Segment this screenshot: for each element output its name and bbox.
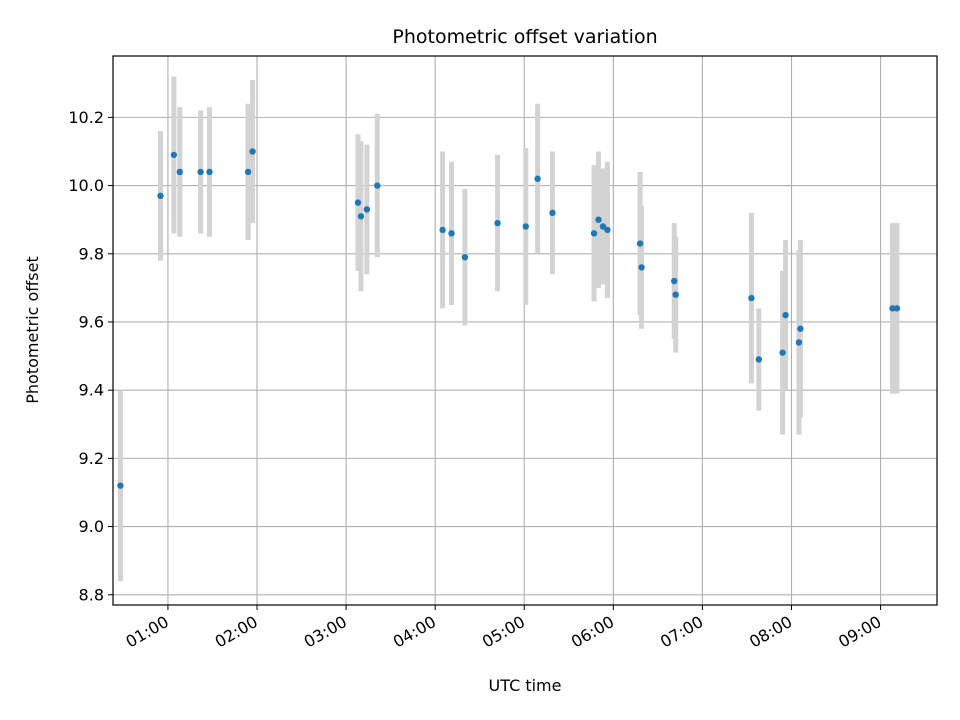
data-point bbox=[494, 219, 501, 227]
data-points bbox=[117, 148, 901, 489]
data-point bbox=[889, 305, 896, 312]
data-point bbox=[636, 240, 644, 247]
data-point bbox=[374, 182, 381, 189]
y-axis-title: Photometric offset bbox=[23, 256, 42, 404]
data-point bbox=[549, 209, 556, 217]
data-point bbox=[748, 294, 755, 302]
data-point bbox=[176, 168, 184, 176]
data-point bbox=[590, 230, 598, 237]
data-point bbox=[797, 325, 804, 332]
data-point bbox=[779, 349, 786, 356]
data-point bbox=[354, 199, 362, 206]
y-tick-label: 8.8 bbox=[79, 585, 104, 604]
data-point bbox=[595, 216, 602, 223]
data-point bbox=[206, 168, 213, 176]
data-point bbox=[170, 151, 178, 159]
data-point bbox=[448, 230, 455, 237]
data-point bbox=[363, 206, 371, 213]
data-point bbox=[197, 168, 204, 176]
data-point bbox=[671, 277, 678, 285]
data-point bbox=[244, 168, 252, 176]
data-point bbox=[599, 223, 607, 230]
data-point bbox=[893, 305, 901, 312]
data-point bbox=[638, 264, 645, 271]
y-tick-label: 9.0 bbox=[79, 517, 104, 536]
data-point bbox=[672, 291, 679, 298]
data-point bbox=[534, 175, 541, 182]
y-tick-label: 10.2 bbox=[68, 108, 104, 127]
data-point bbox=[755, 356, 763, 363]
data-point bbox=[522, 223, 529, 230]
y-tick-label: 10.0 bbox=[68, 176, 104, 195]
data-point bbox=[249, 148, 256, 155]
y-tick-label: 9.4 bbox=[79, 381, 104, 400]
data-point bbox=[439, 226, 446, 234]
data-point bbox=[357, 213, 365, 220]
plot-frame bbox=[112, 55, 938, 606]
chart-title: Photometric offset variation bbox=[392, 26, 657, 48]
data-point bbox=[157, 192, 164, 200]
y-tick-label: 9.2 bbox=[79, 449, 104, 468]
y-tick-label: 9.6 bbox=[79, 312, 104, 331]
data-point bbox=[782, 311, 789, 319]
data-point bbox=[604, 226, 611, 234]
data-point bbox=[117, 482, 124, 489]
data-point bbox=[461, 253, 469, 261]
x-axis-title: UTC time bbox=[489, 676, 562, 695]
data-point bbox=[795, 339, 803, 346]
y-tick-label: 9.8 bbox=[79, 244, 104, 263]
